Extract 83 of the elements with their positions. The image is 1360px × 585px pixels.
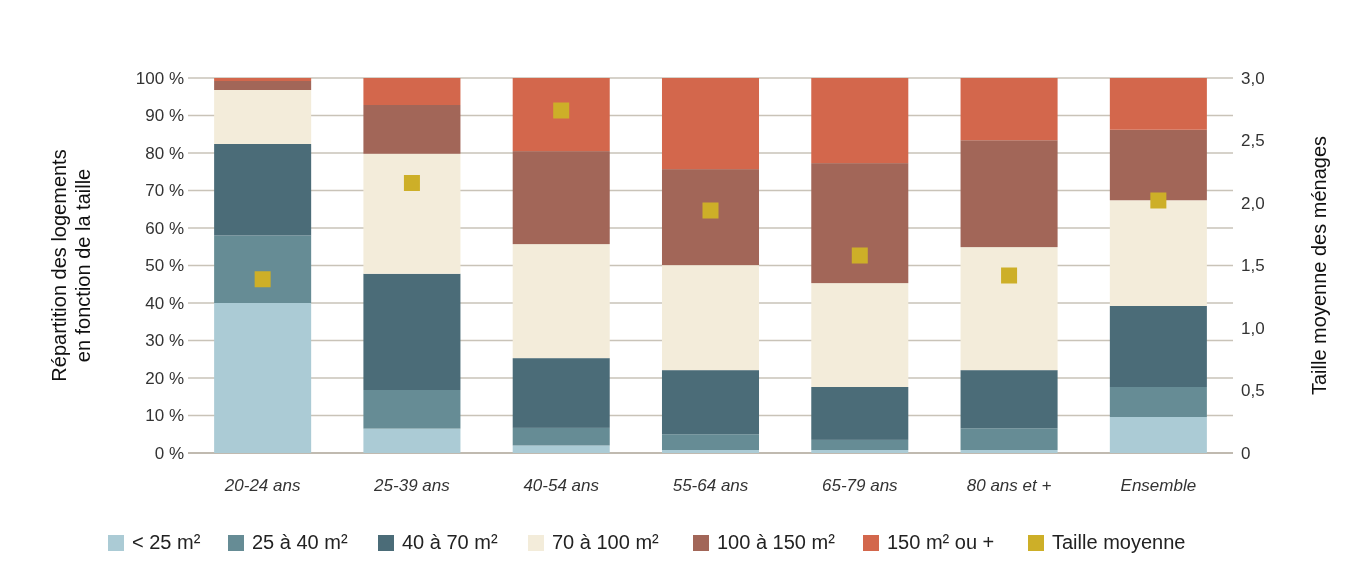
- bar: [811, 450, 909, 453]
- bar: [512, 78, 610, 152]
- bar: [363, 105, 461, 154]
- bar: [512, 427, 610, 446]
- point: [254, 271, 271, 288]
- bar: [661, 370, 760, 435]
- bar: [363, 273, 461, 390]
- x-tick-label: 80 ans et +: [966, 476, 1052, 495]
- y2-tick-label: 2,0: [1241, 193, 1265, 213]
- bar: [363, 390, 461, 429]
- bar: [214, 235, 312, 303]
- bar: [363, 428, 461, 453]
- y-tick-label: 100 %: [135, 68, 184, 88]
- bar: [214, 90, 312, 144]
- bar: [811, 78, 909, 164]
- x-tick-label: 65-79 ans: [821, 476, 899, 495]
- legend-label: 150 m² ou +: [887, 531, 995, 553]
- y2-axis-title: Taille moyenne des ménages: [1308, 135, 1330, 396]
- y2-tick-label: 1,5: [1241, 256, 1265, 276]
- bar: [1109, 387, 1207, 417]
- bar: [661, 434, 760, 450]
- bar: [214, 81, 312, 90]
- legend-label: 40 à 70 m²: [402, 531, 498, 553]
- bar: [1109, 417, 1207, 453]
- bar: [363, 153, 461, 274]
- bar: [811, 439, 909, 450]
- bar: [214, 303, 312, 453]
- bar: [512, 358, 610, 428]
- bar: [811, 163, 909, 284]
- y-tick-label: 70 %: [145, 181, 184, 201]
- bar: [1109, 78, 1207, 130]
- y-tick-label: 40 %: [145, 293, 184, 313]
- bar: [363, 78, 461, 105]
- y-tick-label: 0 %: [154, 443, 184, 463]
- y2-tick-label: 3,0: [1241, 68, 1265, 88]
- bar: [512, 244, 610, 359]
- bar: [960, 450, 1058, 453]
- x-tick-label: Ensemble: [1120, 476, 1197, 495]
- point: [1150, 192, 1167, 209]
- legend-label: 25 à 40 m²: [252, 531, 348, 553]
- bar: [512, 445, 610, 453]
- y-tick-label: 10 %: [145, 406, 184, 426]
- y2-tick-label: 2,5: [1241, 131, 1265, 151]
- y-tick-label: 60 %: [145, 218, 184, 238]
- y-axis-title: Répartition des logements en fonction de la taille: [48, 149, 94, 382]
- bar: [512, 151, 610, 245]
- bar: [811, 283, 909, 387]
- legend-label: < 25 m²: [132, 531, 201, 553]
- bar: [214, 78, 312, 81]
- point: [1001, 267, 1018, 284]
- y-tick-label: 50 %: [145, 256, 184, 276]
- bar: [1109, 200, 1207, 306]
- y2-tick-label: 1,0: [1241, 318, 1265, 338]
- x-tick-label: 40-54 ans: [523, 476, 600, 495]
- y2-tick-label: 0,5: [1241, 381, 1265, 401]
- y-tick-label: 30 %: [145, 331, 184, 351]
- bar: [960, 370, 1058, 429]
- bar: [1109, 306, 1207, 387]
- y2-tick-label: 0: [1241, 443, 1251, 463]
- x-tick-label: 25-39 ans: [373, 476, 451, 495]
- bar: [960, 247, 1058, 371]
- bar: [1109, 129, 1207, 201]
- bar: [661, 78, 760, 170]
- legend-label: 100 à 150 m²: [717, 531, 836, 553]
- y-tick-label: 20 %: [145, 368, 184, 388]
- legend-label: Taille moyenne: [1052, 531, 1186, 553]
- x-tick-label: 55-64 ans: [672, 476, 749, 495]
- bar: [214, 144, 312, 236]
- bar: [661, 265, 760, 371]
- bar: [960, 78, 1058, 141]
- point: [403, 175, 420, 191]
- point: [702, 202, 719, 219]
- bar: [960, 140, 1058, 248]
- bar: [661, 450, 760, 453]
- bar: [661, 169, 760, 266]
- point: [851, 247, 868, 264]
- x-tick-label: 20-24 ans: [223, 476, 301, 495]
- bar: [811, 387, 909, 440]
- legend-label: 70 à 100 m²: [552, 531, 660, 553]
- bar: [960, 428, 1058, 450]
- y-tick-label: 80 %: [145, 143, 184, 163]
- point: [553, 102, 570, 119]
- y-tick-label: 90 %: [145, 106, 184, 126]
